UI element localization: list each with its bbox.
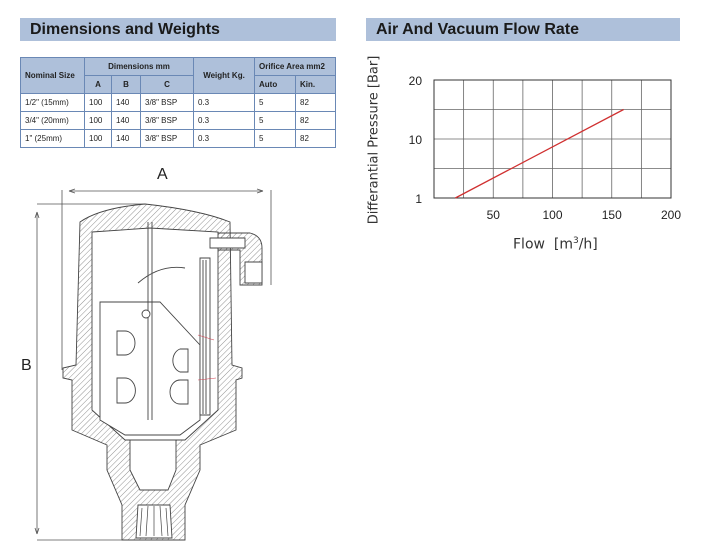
- cell: 3/8" BSP: [140, 129, 194, 148]
- col-c: C: [140, 75, 194, 94]
- cell: 82: [295, 111, 336, 130]
- dimensions-table: Nominal Size Dimensions mm Weight Kg. Or…: [20, 57, 336, 148]
- flow-rate-header: Air And Vacuum Flow Rate: [366, 18, 680, 41]
- x-axis-label-main: Flow [m: [513, 236, 573, 253]
- plot-frame: [433, 79, 672, 199]
- dimensions-header: Dimensions and Weights: [20, 18, 336, 41]
- x-tick-label: 150: [602, 208, 622, 222]
- y-tick-label: 20: [409, 74, 423, 88]
- cell: 140: [111, 129, 141, 148]
- x-tick-label: 200: [661, 208, 681, 222]
- x-tick-label: 50: [487, 208, 501, 222]
- x-axis-label-end: /h]: [578, 236, 598, 253]
- cell: 82: [295, 93, 336, 112]
- cell: 82: [295, 129, 336, 148]
- dimension-b-label: B: [21, 357, 32, 374]
- y-tick-label: 10: [409, 133, 423, 147]
- series-line: [455, 108, 624, 199]
- cell: 140: [111, 93, 141, 112]
- table-row: 1" (25mm) 100 140 3/8" BSP 0.3 5 82: [20, 129, 336, 148]
- cell: 0.3: [193, 129, 255, 148]
- valve-body: [62, 203, 263, 541]
- x-tick-label: 100: [542, 208, 562, 222]
- cell: 0.3: [193, 93, 255, 112]
- x-axis-label: Flow [m3/h]: [513, 236, 598, 253]
- y-tick-label: 1: [415, 192, 422, 206]
- dimension-a-label: A: [157, 166, 168, 183]
- col-b: B: [111, 75, 141, 94]
- col-orifice: Orifice Area mm2: [254, 57, 336, 76]
- cell: 100: [84, 129, 112, 148]
- col-kin: Kin.: [295, 75, 336, 94]
- cell: 100: [84, 111, 112, 130]
- col-dimensions: Dimensions mm: [84, 57, 194, 76]
- cell: 0.3: [193, 111, 255, 130]
- x-axis-label-sup: 3: [572, 236, 579, 246]
- cell: 5: [254, 129, 296, 148]
- col-a: A: [84, 75, 112, 94]
- y-axis-label: Differantial Pressure [Bar]: [366, 55, 382, 225]
- cell: 3/4" (20mm): [20, 111, 85, 130]
